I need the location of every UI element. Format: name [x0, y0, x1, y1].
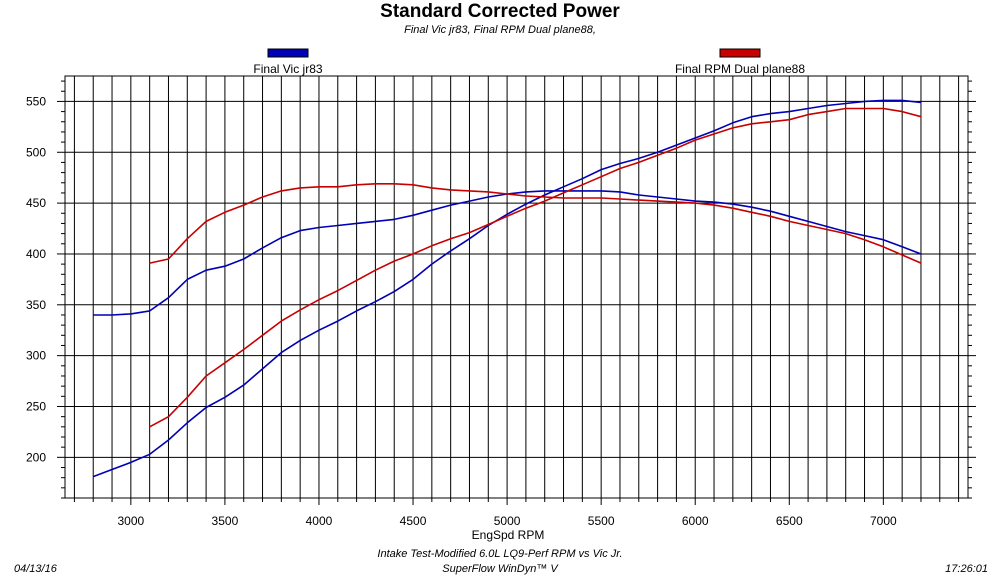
y-tick-label: 350: [26, 298, 46, 312]
y-tick-label: 250: [26, 399, 46, 413]
legend-swatch: [719, 48, 761, 58]
grid: [65, 76, 968, 498]
footer-software: SuperFlow WinDyn™ V: [442, 563, 558, 575]
y-tick-label: 400: [26, 247, 46, 261]
x-axis-label: EngSpd RPM: [472, 528, 545, 542]
chart-subtitle: Final Vic jr83, Final RPM Dual plane88,: [404, 24, 596, 36]
series-line-power: [149, 107, 922, 428]
y-tick-label: 450: [26, 196, 46, 210]
x-tick-label: 3500: [212, 514, 239, 528]
y-tick-label: 300: [26, 349, 46, 363]
legend-label: Final Vic jr83: [253, 62, 322, 76]
y-tick-label: 550: [26, 94, 46, 108]
legend-label: Final RPM Dual plane88: [675, 62, 805, 76]
legend: Final Vic jr83 Final RPM Dual plane88: [253, 48, 805, 76]
footer-time: 17:26:01: [945, 563, 988, 575]
y-tick-label: 200: [26, 450, 46, 464]
y-tick-label: 500: [26, 145, 46, 159]
x-tick-label: 4000: [306, 514, 333, 528]
footer-date: 04/13/16: [14, 563, 57, 575]
x-tick-label: 5500: [588, 514, 615, 528]
series-lines: [92, 99, 922, 478]
tick-labels: 200 250 300 350 400 450 500 550 3000 3500 4000 4500…: [26, 94, 897, 528]
x-tick-label: 5000: [494, 514, 521, 528]
x-tick-label: 6000: [682, 514, 709, 528]
chart-title: Standard Corrected Power: [380, 1, 620, 22]
x-tick-label: 3000: [117, 514, 144, 528]
series-line-torque: [149, 183, 922, 264]
axis-ticks: [57, 80, 976, 505]
x-tick-label: 7000: [870, 514, 897, 528]
footer-description: Intake Test-Modified 6.0L LQ9-Perf RPM v…: [377, 548, 623, 560]
plot-frame: [64, 75, 969, 499]
series-line-power: [92, 99, 922, 478]
x-tick-label: 6500: [776, 514, 803, 528]
legend-swatch: [267, 48, 309, 58]
x-tick-label: 4500: [400, 514, 427, 528]
